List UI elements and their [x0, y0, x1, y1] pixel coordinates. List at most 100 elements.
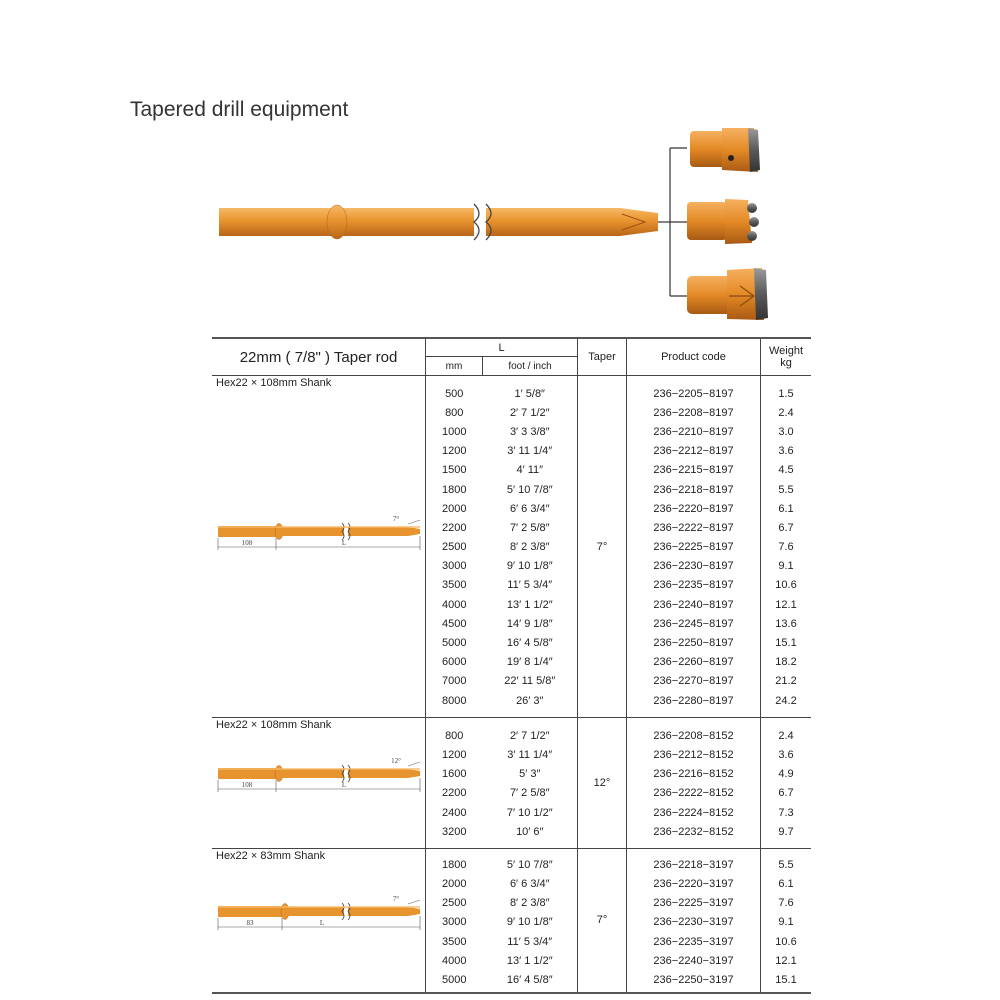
mm-cell: 4000: [442, 598, 467, 611]
table-row: 3500 11′ 5 3/4″ 236−2235−3197 10.6: [212, 932, 811, 952]
foot-inch-cell: 1′ 5/8″: [482, 375, 578, 404]
weight-cell: 15.1: [775, 974, 797, 987]
weight-cell: 7.6: [778, 541, 794, 554]
foot-inch-cell: 4′ 11″: [482, 460, 578, 480]
mm-cell: 800: [425, 717, 483, 746]
table-title: 22mm ( 7/8" ) Taper rod: [212, 338, 426, 376]
weight-cell: 2.4: [760, 717, 811, 746]
table-row: 800 2′ 7 1/2″ 236−2208−8197 2.4: [212, 403, 811, 423]
taper-rod-table: 22mm ( 7/8" ) Taper rod L Taper Product …: [212, 337, 811, 994]
product-code-cell: 236−2212−8197: [626, 441, 761, 461]
shank-label: Hex22 × 108mm Shank: [216, 719, 332, 732]
weight-cell: 7.3: [778, 806, 794, 819]
weight-cell: 9.1: [778, 560, 794, 573]
foot-inch-cell: 11′ 5 3/4″: [482, 575, 578, 596]
foot-inch-cell: 6′ 6 3/4″: [482, 499, 578, 519]
product-code-cell: 236−2270−8197: [626, 671, 761, 691]
foot-inch-cell: 7′ 2 5/8″: [482, 518, 578, 538]
mm-cell: 2000: [442, 878, 467, 891]
mm-cell: 3500: [442, 935, 467, 948]
shank-dimension-label: 108: [242, 539, 253, 547]
taper-angle-label: 12°: [391, 757, 401, 765]
foot-inch-cell: 5′ 10 7/8″: [482, 479, 578, 500]
mm-cell: 3000: [442, 560, 467, 573]
table-row: 1200 3′ 11 1/4″ 236−2212−8152 3.6: [212, 745, 811, 765]
product-code-cell: 236−2240−3197: [626, 951, 761, 971]
product-code-cell: 236−2225−3197: [626, 893, 761, 913]
product-code-cell: 236−2280−8197: [626, 691, 761, 718]
foot-inch-cell: 5′ 10 7/8″: [482, 848, 578, 875]
rod-body: [219, 203, 658, 241]
weight-cell: 9.1: [778, 916, 794, 929]
product-code-cell: 236−2208−8152: [626, 717, 761, 746]
product-code-cell: 236−2224−8152: [626, 802, 761, 823]
foot-inch-cell: 2′ 7 1/2″: [482, 717, 578, 746]
weight-cell: 12.1: [775, 954, 797, 967]
table-row: 3500 11′ 5 3/4″ 236−2235−8197 10.6: [212, 575, 811, 596]
mm-cell: 1600: [442, 768, 467, 781]
foot-inch-cell: 10′ 6″: [482, 822, 578, 849]
table-row: 5000 16′ 4 5/8″ 236−2250−3197 15.1: [212, 970, 811, 993]
product-code-cell: 236−2232−8152: [626, 822, 761, 849]
product-code-header: Product code: [626, 338, 761, 376]
mm-cell: 3000: [442, 916, 467, 929]
table-row: Hex22 × 108mm Shank 108 L 7° 500 1′ 5/8″ 7° 236…: [212, 375, 811, 718]
table-row: Hex22 × 108mm Shank 108 L 12° 800 2′ 7 1/2″ 12…: [212, 717, 811, 849]
table-row: 4000 13′ 1 1/2″ 236−2240−8197 12.1: [212, 595, 811, 615]
cross-bit: [687, 268, 768, 320]
weight-cell: 6.1: [778, 878, 794, 891]
table-row: 2000 6′ 6 3/4″ 236−2220−3197 6.1: [212, 874, 811, 894]
taper-cell: 7°: [577, 848, 627, 993]
foot-inch-cell: 3′ 11 1/4″: [482, 745, 578, 765]
taper-angle-label: 7°: [393, 515, 400, 523]
weight-header-label: Weight: [768, 345, 804, 357]
weight-cell: 18.2: [775, 656, 797, 669]
weight-header-unit: kg: [780, 357, 792, 369]
section-cell: Hex22 × 108mm Shank 108 L 12°: [212, 717, 426, 849]
foot-inch-cell: 9′ 10 1/8″: [482, 556, 578, 576]
length-dimension-label: L: [342, 539, 346, 547]
foot-inch-cell: 11′ 5 3/4″: [482, 932, 578, 952]
mm-cell: 3200: [442, 825, 467, 838]
product-code-cell: 236−2230−8197: [626, 556, 761, 576]
foot-inch-cell: 13′ 1 1/2″: [482, 595, 578, 615]
product-code-cell: 236−2216−8152: [626, 764, 761, 784]
weight-cell: 4.9: [778, 768, 794, 781]
product-code-cell: 236−2240−8197: [626, 595, 761, 615]
mm-cell: 4000: [442, 954, 467, 967]
page-title: Tapered drill equipment: [130, 98, 349, 121]
table-row: 4500 14′ 9 1/8″ 236−2245−8197 13.6: [212, 614, 811, 634]
product-code-cell: 236−2235−8197: [626, 575, 761, 596]
mm-cell: 2400: [442, 806, 467, 819]
section-cell: Hex22 × 83mm Shank 83 L 7°: [212, 848, 426, 993]
product-code-cell: 236−2220−8197: [626, 499, 761, 519]
mm-cell: 7000: [442, 675, 467, 688]
table-row: 2200 7′ 2 5/8″ 236−2222−8197 6.7: [212, 518, 811, 538]
mm-cell: 1200: [442, 445, 467, 458]
shank-dimension-label: 108: [242, 781, 253, 789]
foot-inch-cell: 3′ 11 1/4″: [482, 441, 578, 461]
foot-inch-cell: 16′ 4 5/8″: [482, 633, 578, 653]
shank-label: Hex22 × 83mm Shank: [216, 850, 326, 863]
mm-header: mm: [425, 356, 483, 376]
mm-cell: 2200: [442, 787, 467, 800]
table-row: 3200 10′ 6″ 236−2232−8152 9.7: [212, 822, 811, 849]
foot-inch-cell: 6′ 6 3/4″: [482, 874, 578, 894]
product-code-cell: 236−2225−8197: [626, 537, 761, 557]
foot-inch-cell: 9′ 10 1/8″: [482, 912, 578, 933]
weight-cell: 7.6: [778, 897, 794, 910]
mm-cell: 1800: [442, 483, 467, 496]
foot-inch-cell: 8′ 2 3/8″: [482, 537, 578, 557]
table-row: 3000 9′ 10 1/8″ 236−2230−8197 9.1: [212, 556, 811, 576]
weight-cell: 4.5: [778, 464, 794, 477]
weight-cell: 6.1: [778, 502, 794, 515]
product-code-cell: 236−2218−3197: [626, 848, 761, 875]
taper-cell: 12°: [577, 717, 627, 849]
weight-cell: 3.6: [778, 445, 794, 458]
table-row: 2500 8′ 2 3/8″ 236−2225−8197 7.6: [212, 537, 811, 557]
table-row: 1800 5′ 10 7/8″ 236−2218−8197 5.5: [212, 479, 811, 500]
rod-drawing: 108 L 12°: [217, 757, 421, 793]
weight-cell: 12.1: [775, 598, 797, 611]
weight-cell: 21.2: [775, 675, 797, 688]
foot-inch-cell: 14′ 9 1/8″: [482, 614, 578, 634]
